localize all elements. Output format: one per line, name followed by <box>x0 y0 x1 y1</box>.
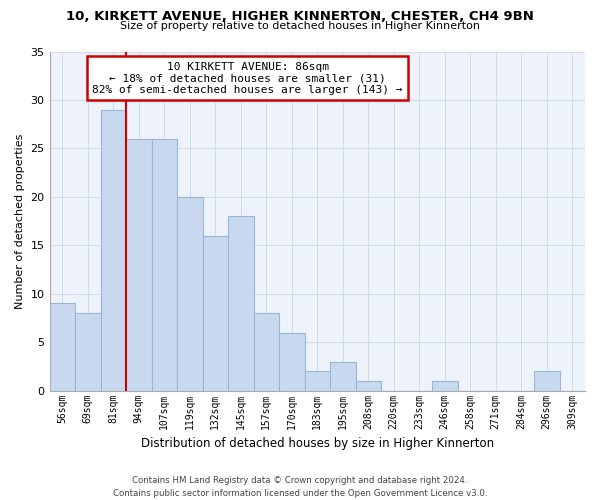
Bar <box>152 138 177 390</box>
Bar <box>432 381 458 390</box>
Bar <box>50 304 75 390</box>
Bar <box>330 362 356 390</box>
Text: Contains HM Land Registry data © Crown copyright and database right 2024.
Contai: Contains HM Land Registry data © Crown c… <box>113 476 487 498</box>
X-axis label: Distribution of detached houses by size in Higher Kinnerton: Distribution of detached houses by size … <box>141 437 494 450</box>
Bar <box>228 216 254 390</box>
Text: 10 KIRKETT AVENUE: 86sqm
← 18% of detached houses are smaller (31)
82% of semi-d: 10 KIRKETT AVENUE: 86sqm ← 18% of detach… <box>92 62 403 95</box>
Bar <box>305 372 330 390</box>
Bar <box>356 381 381 390</box>
Bar <box>534 372 560 390</box>
Bar <box>75 313 101 390</box>
Bar <box>279 332 305 390</box>
Bar <box>126 138 152 390</box>
Text: 10, KIRKETT AVENUE, HIGHER KINNERTON, CHESTER, CH4 9BN: 10, KIRKETT AVENUE, HIGHER KINNERTON, CH… <box>66 10 534 23</box>
Bar <box>101 110 126 390</box>
Bar <box>177 197 203 390</box>
Bar <box>203 236 228 390</box>
Text: Size of property relative to detached houses in Higher Kinnerton: Size of property relative to detached ho… <box>120 21 480 31</box>
Y-axis label: Number of detached properties: Number of detached properties <box>15 134 25 309</box>
Bar <box>254 313 279 390</box>
